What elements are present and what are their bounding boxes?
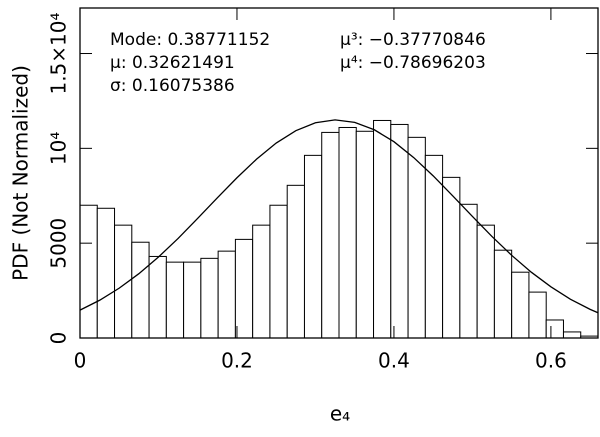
bar [528, 291, 547, 339]
annotation: σ: 0.16075386 [110, 76, 235, 96]
y-axis-label: PDF (Not Normalized) [9, 65, 33, 281]
bar [390, 123, 409, 339]
x-tick-label: 0 [74, 349, 87, 373]
bar [252, 224, 271, 339]
bar [131, 241, 150, 339]
bar [493, 249, 513, 339]
fit-curve [79, 119, 599, 314]
bar [459, 203, 478, 339]
bar [355, 130, 375, 339]
bar [511, 271, 530, 339]
annotation: Mode: 0.38771152 [110, 30, 270, 50]
bar [476, 224, 495, 339]
bar [286, 184, 305, 339]
y-tick-label: 10⁴ [47, 132, 71, 165]
bar [148, 255, 167, 339]
bar [303, 154, 323, 339]
x-axis-label: e₄ [330, 402, 350, 426]
bar [79, 204, 98, 339]
x-tick-label: 0.2 [221, 349, 253, 373]
bar [217, 250, 236, 339]
bar [234, 238, 254, 339]
bar [321, 131, 340, 339]
bar [269, 204, 288, 339]
bar [96, 207, 116, 339]
bar [338, 126, 357, 339]
y-tick-label: 5000 [47, 218, 71, 269]
y-tick-label: 1.5×10⁴ [47, 13, 71, 95]
bar [562, 331, 582, 339]
y-tick-label: 0 [47, 332, 71, 345]
plot-frame [79, 7, 599, 339]
bar [165, 261, 185, 339]
bar [200, 257, 219, 339]
bar [407, 136, 426, 339]
annotation: μ: 0.32621491 [110, 53, 235, 73]
x-tick-label: 0.6 [535, 349, 567, 373]
bar [183, 261, 202, 339]
bar [373, 119, 392, 339]
annotation: μ⁴: −0.78696203 [340, 53, 486, 73]
x-tick-label: 0.4 [378, 349, 410, 373]
bar [545, 319, 564, 339]
annotation: μ³: −0.37770846 [340, 30, 486, 50]
